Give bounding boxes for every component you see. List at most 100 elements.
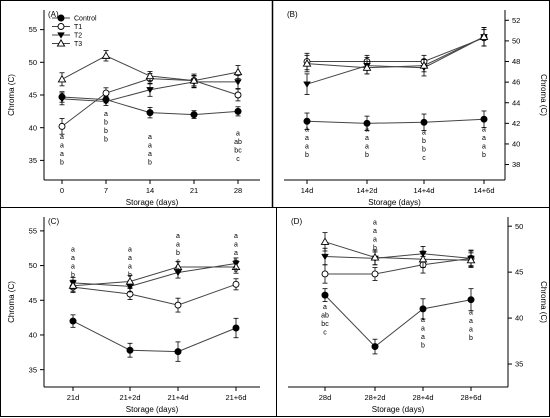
significance-letter: a <box>482 144 486 151</box>
series-t1 <box>58 73 242 135</box>
significance-letter: b <box>148 159 152 166</box>
y-tick-label: 40 <box>29 331 37 340</box>
legend-item-t3: T3 <box>52 39 82 48</box>
y-tick-label: 40 <box>515 314 523 323</box>
significance-letter: a <box>482 127 486 134</box>
legend-item-control: Control <box>52 14 97 23</box>
y-tick-label: 35 <box>29 156 37 165</box>
legend-label: T3 <box>74 41 82 48</box>
panel-b: 38 40 42 44 46 48 50 52 14d 14+2d 14+4d 14+6d Storag… <box>284 10 548 207</box>
significance-letter: c <box>323 329 327 336</box>
marker-t1 <box>321 270 329 278</box>
series-line-t3 <box>324 241 472 261</box>
x-tick-label: 28d <box>319 393 332 402</box>
series-control <box>58 91 242 119</box>
legend-label: Control <box>74 16 97 23</box>
panel-d: 35 40 45 50 28d 28+2d 28+4d 28+6d Storage (days)… <box>288 217 548 414</box>
y-tick-label: 45 <box>29 296 37 305</box>
x-tick-label: 14+4d <box>413 186 434 195</box>
significance-letter: a <box>373 236 377 243</box>
significance-letter: a <box>305 135 309 142</box>
series-line-t2 <box>324 253 472 259</box>
marker-t3 <box>233 67 243 76</box>
significance-letter: b <box>104 128 108 135</box>
legend-item-t1: T1 <box>52 23 82 31</box>
significance-letter: a <box>234 233 238 240</box>
series-line-t1 <box>325 257 472 275</box>
significance-letter: a <box>148 142 152 149</box>
panel-label: (B) <box>287 10 298 19</box>
significance-letter: b <box>60 159 64 166</box>
series-t2 <box>69 257 240 293</box>
series-t3 <box>302 27 489 75</box>
significance-letter: b <box>234 258 238 265</box>
marker-t3 <box>57 74 67 83</box>
series-line-control <box>72 320 237 353</box>
legend-label: T2 <box>74 33 82 40</box>
significance-letter: a <box>365 135 369 142</box>
y-axis-title: Chroma (C) <box>7 281 16 323</box>
marker-t3 <box>101 51 111 59</box>
x-tick-label: 28 <box>234 186 242 195</box>
x-tick-label: 28+2d <box>364 393 385 402</box>
significance-letter: a <box>421 317 425 324</box>
marker-t3 <box>320 237 330 245</box>
marker-t3 <box>466 255 476 264</box>
significance-letter: a <box>422 130 426 137</box>
marker-t3 <box>68 281 78 289</box>
significance-letter: a <box>234 250 238 257</box>
significance-letter: a <box>469 318 473 325</box>
marker-t3 <box>145 71 155 80</box>
significance-letter: b <box>71 272 75 279</box>
significance-letter: a <box>421 325 425 332</box>
y-tick-label: 45 <box>29 91 37 100</box>
y-tick-label: 42 <box>512 119 520 128</box>
marker-control <box>363 119 371 127</box>
marker-t2 <box>146 87 154 94</box>
marker-t1 <box>102 89 110 97</box>
significance-letter: a <box>234 241 238 248</box>
significance-letter: a <box>176 233 180 240</box>
significance-letter: a <box>373 219 377 226</box>
x-tick-label: 21+6d <box>225 393 246 402</box>
marker-control <box>371 343 379 351</box>
significance-letter: a <box>71 247 75 254</box>
significance-letter: a <box>373 228 377 235</box>
y-tick-label: 35 <box>515 360 523 369</box>
significance-letter: a <box>60 151 64 158</box>
x-tick-label: 0 <box>60 186 64 195</box>
marker-t2 <box>102 98 110 106</box>
significance-letter: a <box>469 326 473 333</box>
significance-letter: a <box>128 247 132 254</box>
marker-t2 <box>321 253 329 261</box>
significance-letter: a <box>71 264 75 271</box>
marker-t2 <box>234 79 242 86</box>
x-tick-label: 14d <box>301 186 314 195</box>
x-axis-title: Storage (days) <box>372 405 425 414</box>
significance-letter: a <box>60 142 64 149</box>
significance-letter: a <box>236 131 240 138</box>
marker-control <box>321 291 329 299</box>
panel-label: (A) <box>48 10 59 19</box>
significance-letter: a <box>104 111 108 118</box>
significance-letter: b <box>421 342 425 349</box>
series-line-t1 <box>307 37 485 63</box>
significance-letter: b <box>469 335 473 342</box>
x-tick-label: 21+2d <box>119 393 140 402</box>
marker-control <box>126 346 134 354</box>
marker-t3 <box>125 277 135 285</box>
marker-control <box>420 118 428 126</box>
marker-control <box>57 14 65 22</box>
legend-item-t2: T2 <box>52 32 82 40</box>
significance-letter: a <box>128 264 132 271</box>
significance-letter: b <box>176 250 180 257</box>
panel-label: (C) <box>48 217 59 226</box>
y-tick-label: 50 <box>29 58 37 67</box>
y-tick-label: 38 <box>512 160 520 169</box>
series-line-t3 <box>306 36 485 69</box>
panel-c: 35 40 45 50 55 21d 21+2d 21+4d 21+6d Storage (day… <box>7 217 260 414</box>
significance-letter: bc <box>321 321 329 328</box>
significance-letter: b <box>422 138 426 145</box>
significance-letter: a <box>148 134 152 141</box>
significance-letter: a <box>128 255 132 262</box>
